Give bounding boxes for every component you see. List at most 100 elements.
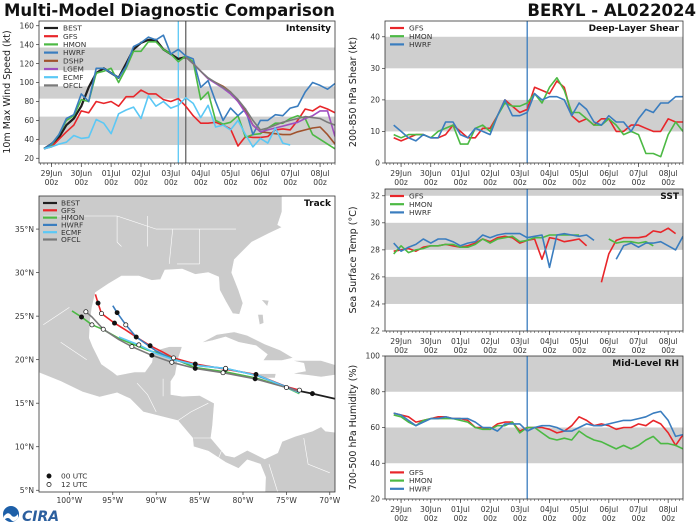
noaa-wave-icon <box>4 513 18 522</box>
x-tick-date: 01Jul <box>451 337 470 346</box>
marker-12utc <box>129 344 135 350</box>
x-tick-date: 06Jul <box>251 169 270 178</box>
marker-12utc <box>169 359 175 365</box>
x-tick-date: 05Jul <box>570 505 589 514</box>
y-axis-label: 200-850 hPa Shear (kt) <box>348 37 359 147</box>
y-tick-label: 20 <box>24 154 34 163</box>
border-line <box>168 229 173 264</box>
track-ofcl <box>85 311 300 393</box>
marker-12utc <box>99 311 104 316</box>
marker-12utc <box>89 322 95 328</box>
marker-12utc <box>220 370 226 376</box>
cira-logo-text: CIRA <box>22 509 59 525</box>
x-tick-hour: 00z <box>74 178 88 187</box>
y-tick-label: 140 <box>20 40 35 49</box>
series-line-hwrf <box>393 92 683 142</box>
y-tick-label: 80 <box>24 97 34 106</box>
x-tick-date: 07Jul <box>629 337 648 346</box>
x-tick-hour: 00z <box>632 514 646 523</box>
plot-area <box>385 189 683 331</box>
x-tick-hour: 00z <box>164 178 178 187</box>
x-tick-hour: 00z <box>572 346 586 355</box>
y-tick-label: 160 <box>20 21 35 30</box>
legend-label-ofcl: OFCL <box>61 235 81 244</box>
series-line-gfs <box>43 89 335 150</box>
x-tick-date: 07Jul <box>629 505 648 514</box>
x-tick-date: 07Jul <box>281 169 300 178</box>
lon-tick-label: 90°W <box>146 496 167 505</box>
x-tick-date: 06Jul <box>599 169 618 178</box>
x-tick-date: 29Jun <box>390 505 412 514</box>
figure-title: Multi-Model Diagnostic Comparison <box>4 1 335 20</box>
legend-label-ecmf: ECMF <box>61 228 81 237</box>
shaded-band <box>39 86 335 99</box>
land-cuba <box>200 331 295 361</box>
x-tick-date: 04Jul <box>540 169 559 178</box>
x-tick-date: 01Jul <box>451 505 470 514</box>
x-tick-hour: 00z <box>572 178 586 187</box>
y-tick-label: 10 <box>370 127 380 136</box>
x-tick-hour: 00z <box>632 346 646 355</box>
marker-12utc <box>123 322 129 328</box>
x-tick-hour: 00z <box>543 178 557 187</box>
x-tick-hour: 00z <box>602 514 616 523</box>
lat-tick-label: 10°N <box>15 442 34 451</box>
legend-label-hwrf: HWRF <box>409 484 431 493</box>
marker-12utc <box>171 355 176 361</box>
x-tick-date: 03Jul <box>510 169 529 178</box>
legend-marker-open <box>46 482 52 487</box>
land-bahamas-andros <box>257 314 265 326</box>
border-line <box>117 215 236 230</box>
marker-00utc <box>95 300 101 306</box>
x-tick-hour: 00z <box>661 346 675 355</box>
x-tick-hour: 00z <box>454 514 468 523</box>
y-tick-label: 30 <box>370 219 380 228</box>
shaded-band <box>385 276 683 304</box>
x-tick-date: 30Jun <box>420 337 442 346</box>
x-tick-hour: 00z <box>513 178 527 187</box>
storm-id: BERYL - AL022024 <box>527 1 696 20</box>
legend-label-hmon: HMON <box>61 213 84 222</box>
x-tick-date: 08Jul <box>311 169 330 178</box>
x-tick-hour: 00z <box>513 514 527 523</box>
x-tick-date: 02Jul <box>481 337 500 346</box>
y-tick-label: 120 <box>20 59 35 68</box>
x-tick-hour: 00z <box>543 346 557 355</box>
y-tick-label: 40 <box>370 459 380 468</box>
series-line-hwrf <box>393 410 683 438</box>
x-tick-hour: 00z <box>394 346 408 355</box>
legend-label-gfs: GFS <box>409 192 424 201</box>
x-tick-hour: 00z <box>483 178 497 187</box>
x-tick-date: 06Jul <box>599 505 618 514</box>
series-line-hmon <box>393 414 683 450</box>
legend-label-hmon: HMON <box>409 476 432 485</box>
x-tick-hour: 00z <box>454 178 468 187</box>
x-tick-date: 01Jul <box>102 169 121 178</box>
marker-00utc <box>112 320 117 326</box>
x-tick-date: 29Jun <box>390 337 412 346</box>
x-tick-date: 29Jun <box>390 169 412 178</box>
x-tick-hour: 00z <box>513 346 527 355</box>
panel-title: Track <box>304 199 332 209</box>
lat-tick-label: 5°N <box>20 486 34 495</box>
plot-frame <box>384 20 684 164</box>
lon-tick-label: 80°W <box>233 496 254 505</box>
border-line <box>116 216 122 247</box>
intensity-chart: 2040608010012014016029Jun00z30Jun00z01Ju… <box>2 20 336 187</box>
track-map: 35°N 30°N 25°N 20°N 15°N 10°N 5°N 100°W 95°W 90°W… <box>15 195 341 505</box>
x-tick-hour: 00z <box>134 178 148 187</box>
sst-chart: 22242628303229Jun00z30Jun00z01Jul00z02Ju… <box>348 188 684 355</box>
lon-tick-label: 85°W <box>189 496 210 505</box>
x-tick-date: 04Jul <box>540 505 559 514</box>
x-tick-date: 04Jul <box>191 169 210 178</box>
x-tick-hour: 00z <box>454 346 468 355</box>
marker-00utc <box>192 365 198 371</box>
legend-label-hmon: HMON <box>409 200 432 209</box>
x-tick-hour: 00z <box>602 346 616 355</box>
shaded-band <box>385 427 683 464</box>
panel-title: SST <box>660 192 680 202</box>
y-tick-label: 100 <box>20 78 35 87</box>
marker-00utc <box>133 334 139 340</box>
x-tick-date: 02Jul <box>132 169 151 178</box>
shear-chart: 01020304029Jun00z30Jun00z01Jul00z02Jul00… <box>348 20 684 187</box>
